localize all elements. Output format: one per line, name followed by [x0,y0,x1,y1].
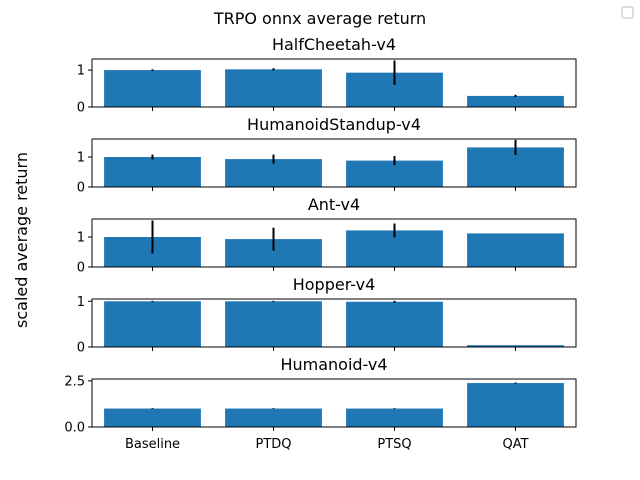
x-tick-label: Baseline [125,437,180,452]
axes-frame [91,218,577,268]
axes-frame [91,378,577,428]
y-axis-label: scaled average return [12,152,31,328]
bar-baseline [104,157,201,187]
panel-title: Ant-v4 [308,195,360,214]
axes-frame [91,58,577,108]
bar-ptdq [225,301,322,347]
chart-panels: HalfCheetah-v401HumanoidStandup-v401Ant-… [64,35,577,452]
x-tick-label: QAT [502,437,528,452]
panel-title: HumanoidStandup-v4 [247,115,421,134]
x-tick-label: PTSQ [377,437,411,452]
bar-ptdq [225,159,322,187]
bar-ptsq [346,301,443,347]
panel-title: HalfCheetah-v4 [272,35,396,54]
y-tick-label: 0 [77,101,85,116]
panel-title: Humanoid-v4 [280,355,387,374]
y-tick-label: 0.0 [64,421,85,436]
bar-ptdq [225,69,322,107]
figure-title: TRPO onnx average return [213,9,426,28]
y-tick-label: 1 [77,231,85,246]
panel-5: Humanoid-v4 0.0 2.5 Baseline PTDQ PTSQ QAT [64,355,577,452]
bar-baseline [104,301,201,347]
y-tick-label: 1 [77,151,85,166]
panel-1: HalfCheetah-v4 0 1 [77,35,577,116]
y-tick-label: 0 [77,341,85,356]
x-tick-label: PTDQ [255,437,291,452]
bar-ptsq [346,408,443,427]
axes-frame [91,298,577,348]
bar-baseline [104,408,201,427]
panel-title: Hopper-v4 [293,275,376,294]
y-tick-label: 0 [77,261,85,276]
y-tick-label: 1 [77,64,85,79]
y-tick-label: 0 [77,181,85,196]
bar-qat [467,233,564,267]
y-tick-label: 2.5 [64,374,85,389]
bar-qat [467,383,564,427]
bar-baseline [104,70,201,107]
panel-4: Hopper-v4 0 1 [77,275,577,356]
empty-legend [621,6,634,19]
bar-qat [467,95,564,107]
panel-2: HumanoidStandup-v4 0 1 [77,115,577,196]
bar-ptdq [225,408,322,427]
y-tick-label: 1 [77,295,85,310]
bar-qat [467,345,564,347]
axes-frame [91,138,577,188]
panel-3: Ant-v4 0 1 [77,195,577,276]
